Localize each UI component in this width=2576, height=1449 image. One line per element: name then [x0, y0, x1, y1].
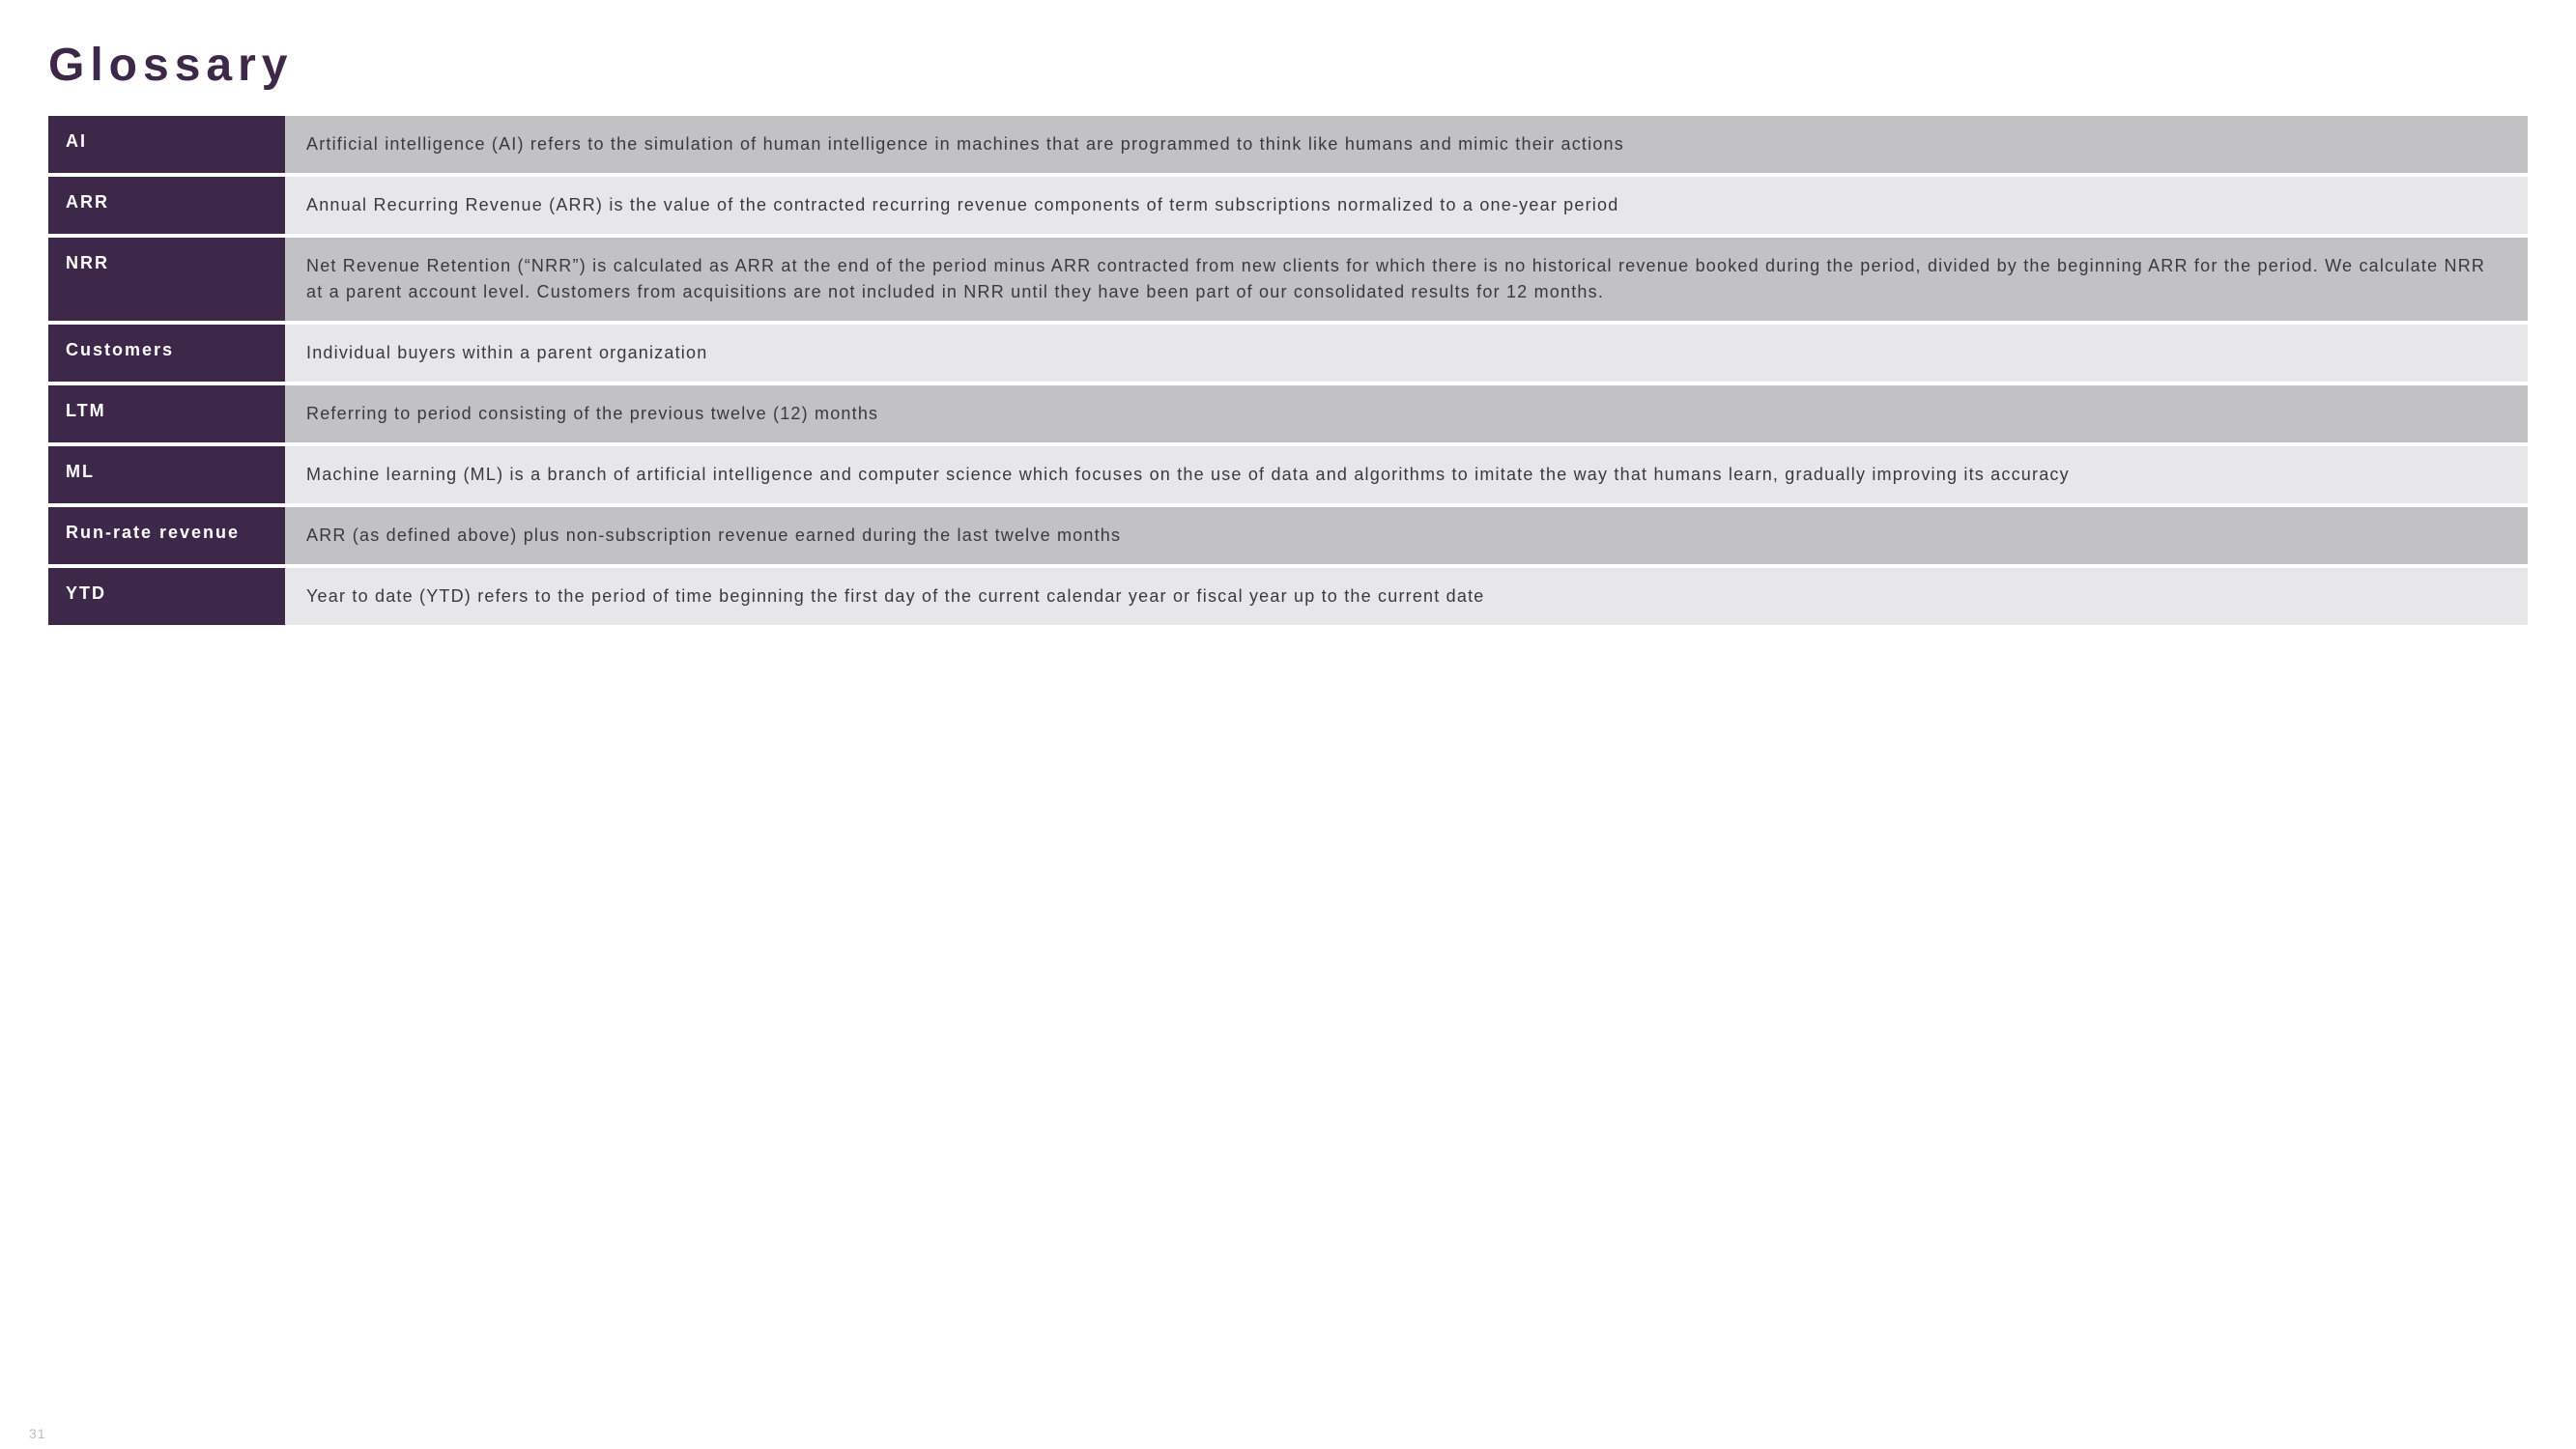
term-cell: Run-rate revenue — [48, 507, 285, 564]
definition-cell: Referring to period consisting of the pr… — [285, 385, 2528, 442]
term-cell: AI — [48, 116, 285, 173]
term-cell: YTD — [48, 568, 285, 625]
term-cell: LTM — [48, 385, 285, 442]
definition-cell: Machine learning (ML) is a branch of art… — [285, 446, 2528, 503]
table-row: YTD Year to date (YTD) refers to the per… — [48, 568, 2528, 625]
definition-cell: Net Revenue Retention (“NRR”) is calcula… — [285, 238, 2528, 321]
definition-cell: Annual Recurring Revenue (ARR) is the va… — [285, 177, 2528, 234]
definition-cell: Artificial intelligence (AI) refers to t… — [285, 116, 2528, 173]
term-cell: NRR — [48, 238, 285, 321]
table-row: ARR Annual Recurring Revenue (ARR) is th… — [48, 177, 2528, 234]
page-title: Glossary — [48, 39, 2528, 92]
definition-cell: Individual buyers within a parent organi… — [285, 325, 2528, 382]
table-row: NRR Net Revenue Retention (“NRR”) is cal… — [48, 238, 2528, 321]
definition-cell: ARR (as defined above) plus non-subscrip… — [285, 507, 2528, 564]
term-cell: ML — [48, 446, 285, 503]
definition-cell: Year to date (YTD) refers to the period … — [285, 568, 2528, 625]
glossary-table: AI Artificial intelligence (AI) refers t… — [48, 116, 2528, 625]
table-row: Run-rate revenue ARR (as defined above) … — [48, 507, 2528, 564]
term-cell: ARR — [48, 177, 285, 234]
table-row: LTM Referring to period consisting of th… — [48, 385, 2528, 442]
term-cell: Customers — [48, 325, 285, 382]
table-row: ML Machine learning (ML) is a branch of … — [48, 446, 2528, 503]
table-row: Customers Individual buyers within a par… — [48, 325, 2528, 382]
table-row: AI Artificial intelligence (AI) refers t… — [48, 116, 2528, 173]
page-number: 31 — [29, 1426, 46, 1441]
